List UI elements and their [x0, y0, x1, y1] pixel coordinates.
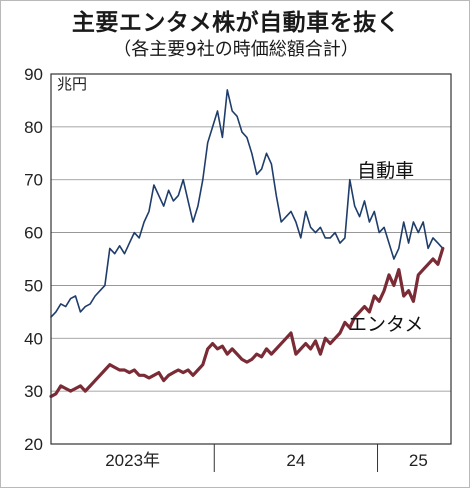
- y-tick-label: 30: [24, 382, 43, 401]
- series-label-automobile: 自動車: [357, 160, 414, 182]
- y-tick-label: 80: [24, 118, 43, 137]
- x-tick-label: 2023年: [105, 451, 160, 470]
- x-axis: 2023年 24 25: [105, 451, 428, 470]
- y-tick-label: 60: [24, 224, 43, 243]
- chart-subtitle: （各主要9社の時価総額合計）: [113, 39, 359, 60]
- x-tick-label: 25: [409, 451, 428, 470]
- y-tick-label: 40: [24, 329, 43, 348]
- grid-layer: [51, 126, 451, 392]
- y-tick-label: 70: [24, 171, 43, 190]
- x-tick-label: 24: [286, 451, 305, 470]
- y-tick-label: 20: [24, 435, 43, 454]
- series-label-entertainment: エンタメ: [348, 313, 423, 335]
- divider-layer: [213, 444, 379, 472]
- y-tick-label: 90: [24, 65, 43, 84]
- plot-border: [50, 73, 452, 445]
- y-axis: 20 30 40 50 60 70 80 90: [24, 65, 43, 454]
- series-line-automobile: [50, 89, 444, 318]
- chart-title: 主要エンタメ株が自動車を抜く: [71, 10, 401, 36]
- series-layer: [49, 89, 445, 398]
- y-unit-label: 兆円: [57, 75, 87, 93]
- series-line-entertainment: [49, 246, 445, 398]
- y-tick-label: 50: [24, 276, 43, 295]
